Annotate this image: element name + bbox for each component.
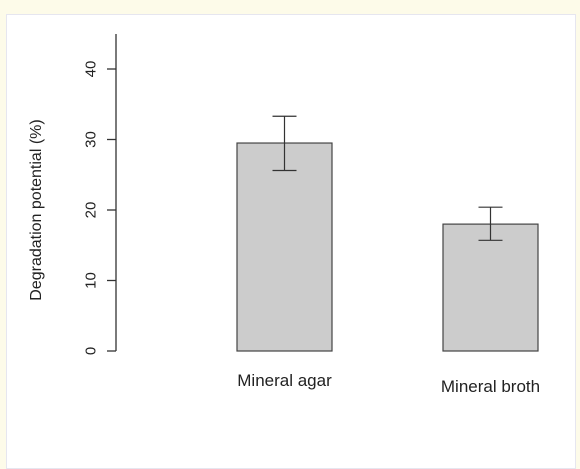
bar-2	[442, 223, 539, 352]
y-tick-label-0: 0	[82, 347, 99, 355]
y-axis-title: Degradation potential (%)	[28, 119, 45, 300]
bar-1	[236, 142, 333, 352]
bars-group	[236, 142, 539, 352]
y-axis: 0 10 20 30 40	[82, 34, 117, 355]
category-labels: Mineral agar Mineral broth	[237, 371, 540, 396]
y-tick-label-40: 40	[82, 61, 99, 78]
y-tick-label-30: 30	[82, 131, 99, 148]
category-label-2: Mineral broth	[441, 377, 540, 396]
y-tick-label-20: 20	[82, 202, 99, 219]
category-label-1: Mineral agar	[237, 371, 332, 390]
error-bars-group	[272, 115, 503, 241]
y-tick-label-10: 10	[82, 272, 99, 289]
